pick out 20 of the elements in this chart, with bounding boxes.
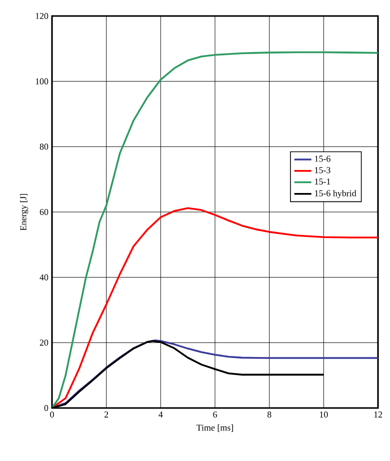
y-tick-label: 20	[40, 340, 48, 346]
legend-label: 15-6 hybrid	[315, 190, 356, 198]
x-tick-label: 6	[213, 412, 217, 418]
y-axis-title: Energy [J]	[20, 194, 28, 230]
x-tick-label: 4	[158, 412, 163, 418]
y-tick-label: 40	[40, 274, 48, 280]
x-tick-label: 2	[104, 412, 108, 418]
y-tick-label: 100	[36, 78, 48, 84]
x-tick-label: 12	[374, 412, 382, 418]
legend-label: 15-6	[315, 156, 330, 162]
x-tick-label: 10	[320, 412, 328, 418]
y-tick-label: 80	[40, 144, 48, 150]
y-tick-label: 60	[40, 208, 48, 216]
y-tick-label: 120	[36, 12, 48, 20]
legend-label: 15-1	[315, 178, 330, 185]
y-tick-label: 0	[44, 404, 48, 412]
x-axis-title: Time [ms]	[196, 424, 233, 432]
legend-label: 15-3	[315, 167, 330, 174]
x-tick-label: 8	[267, 412, 272, 418]
x-tick-label: 0	[50, 412, 54, 418]
